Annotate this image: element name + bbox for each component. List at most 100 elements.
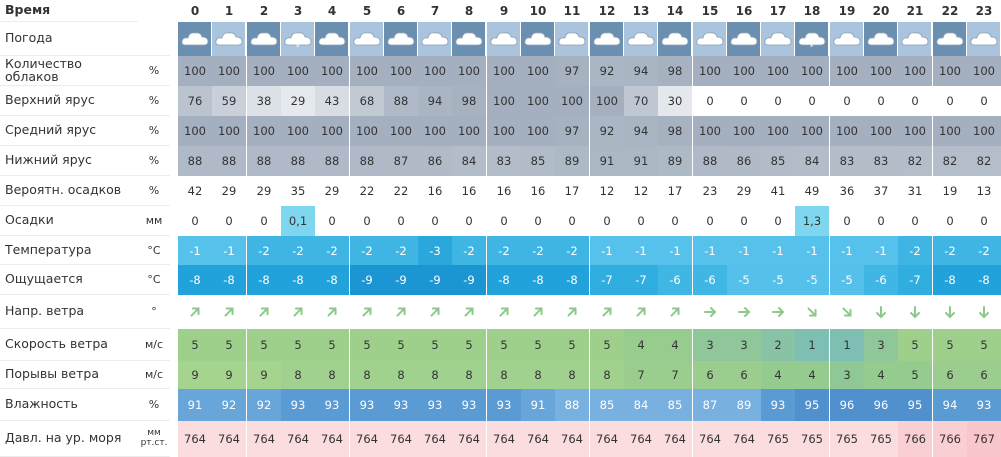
wind-cell: 5 bbox=[384, 329, 418, 361]
low-cell: 88 bbox=[693, 146, 727, 176]
dir-cell bbox=[898, 295, 932, 329]
mid-cell: 100 bbox=[350, 116, 384, 146]
high-cell: 43 bbox=[315, 86, 349, 116]
high-cell: 0 bbox=[967, 86, 1001, 116]
low-cell: 88 bbox=[178, 146, 212, 176]
precip-cell: 0 bbox=[967, 206, 1001, 236]
dir-cell bbox=[795, 295, 829, 329]
feels-cell: -9 bbox=[350, 265, 384, 295]
prob-cell: 16 bbox=[418, 176, 452, 206]
press-cell: 766 bbox=[933, 421, 967, 457]
weather-cell bbox=[452, 22, 485, 56]
mid-cell: 100 bbox=[521, 116, 555, 146]
wind-cell: 5 bbox=[898, 329, 932, 361]
high-cell: 0 bbox=[933, 86, 967, 116]
wind-arrow-icon bbox=[567, 307, 577, 317]
cloud-icon bbox=[695, 32, 723, 46]
mid-cell: 94 bbox=[624, 116, 658, 146]
wind-cell: 5 bbox=[590, 329, 624, 361]
press-cell: 765 bbox=[864, 421, 898, 457]
hum-cell: 92 bbox=[212, 389, 246, 421]
cloud-cell: 100 bbox=[521, 56, 555, 86]
cloud-icon bbox=[763, 32, 791, 46]
precip-cell: 0 bbox=[898, 206, 932, 236]
press-cell: 764 bbox=[384, 421, 418, 457]
wind-arrow-icon bbox=[807, 307, 817, 317]
temp-cell: -2 bbox=[487, 236, 521, 265]
low-cell: 84 bbox=[795, 146, 829, 176]
gust-cell: 8 bbox=[384, 361, 418, 389]
dir-cell bbox=[521, 295, 555, 329]
temp-cell: -2 bbox=[555, 236, 589, 265]
weather-unit bbox=[138, 22, 170, 56]
prob-cell: 17 bbox=[658, 176, 692, 206]
prob-cell: 22 bbox=[350, 176, 384, 206]
prob-cell: 42 bbox=[178, 176, 212, 206]
cloud-icon bbox=[180, 32, 208, 46]
precip-cell: 0 bbox=[658, 206, 692, 236]
high-cell: 0 bbox=[864, 86, 898, 116]
temp-cell: -2 bbox=[384, 236, 418, 265]
cloud-cell: 100 bbox=[967, 56, 1001, 86]
low-cell: 83 bbox=[864, 146, 898, 176]
precip-cell: 1,3 bbox=[795, 206, 829, 236]
temp-cell: -2 bbox=[933, 236, 967, 265]
feels-cell: -6 bbox=[658, 265, 692, 295]
weather-cell bbox=[315, 22, 348, 56]
hour-13: 13 bbox=[632, 4, 650, 18]
precip-cell: 0,1 bbox=[281, 206, 315, 236]
wind-cell: 2 bbox=[761, 329, 795, 361]
precip-cell: 0 bbox=[315, 206, 349, 236]
cloud-icon bbox=[832, 32, 860, 46]
gust-cell: 5 bbox=[898, 361, 932, 389]
hum-cell: 93 bbox=[761, 389, 795, 421]
dir-cell bbox=[487, 295, 521, 329]
temp-cell: -1 bbox=[795, 236, 829, 265]
high-cell: 100 bbox=[555, 86, 589, 116]
weather-cell bbox=[247, 22, 280, 56]
mid-cell: 100 bbox=[727, 116, 761, 146]
temp-cell: -2 bbox=[521, 236, 555, 265]
cloud-cell: 100 bbox=[178, 56, 212, 86]
wind-arrow-icon bbox=[636, 307, 646, 317]
mid-cell: 100 bbox=[178, 116, 212, 146]
wind-arrow-icon bbox=[430, 307, 440, 317]
dir-cell bbox=[624, 295, 658, 329]
gust-cell: 8 bbox=[521, 361, 555, 389]
weather-cell bbox=[212, 22, 245, 56]
cloud-cell: 100 bbox=[830, 56, 864, 86]
cloud-cell: 100 bbox=[487, 56, 521, 86]
wind-arrow-icon bbox=[602, 307, 612, 317]
precip-cell: 0 bbox=[624, 206, 658, 236]
wind-arrow-icon bbox=[772, 307, 785, 317]
weather-cell bbox=[967, 22, 1000, 56]
temp-cell: -1 bbox=[761, 236, 795, 265]
low-cell: 83 bbox=[487, 146, 521, 176]
feels-cell: -5 bbox=[795, 265, 829, 295]
prob-cell: 17 bbox=[555, 176, 589, 206]
feels-cell: -8 bbox=[933, 265, 967, 295]
svg-text:*: * bbox=[810, 43, 814, 49]
dir-cell bbox=[967, 295, 1001, 329]
wind-cell: 5 bbox=[212, 329, 246, 361]
feels-cell: -6 bbox=[864, 265, 898, 295]
hum-cell: 88 bbox=[555, 389, 589, 421]
cloud-snow-icon: * bbox=[283, 32, 311, 49]
hour-4: 4 bbox=[327, 4, 337, 18]
gust-cell: 4 bbox=[761, 361, 795, 389]
temp-cell: -2 bbox=[350, 236, 384, 265]
gust-cell: 8 bbox=[452, 361, 486, 389]
weather-cell bbox=[590, 22, 623, 56]
header-label: Время bbox=[0, 0, 138, 22]
temp-cell: -1 bbox=[212, 236, 246, 265]
hum-cell: 93 bbox=[452, 389, 486, 421]
press-cell: 764 bbox=[281, 421, 315, 457]
cloud-icon bbox=[660, 32, 688, 46]
mid-cell: 100 bbox=[452, 116, 486, 146]
press-cell: 764 bbox=[452, 421, 486, 457]
wind-cell: 1 bbox=[830, 329, 864, 361]
wind-cell: 5 bbox=[967, 329, 1001, 361]
low-cell: 82 bbox=[933, 146, 967, 176]
high-cell: 100 bbox=[590, 86, 624, 116]
hum-cell: 93 bbox=[350, 389, 384, 421]
